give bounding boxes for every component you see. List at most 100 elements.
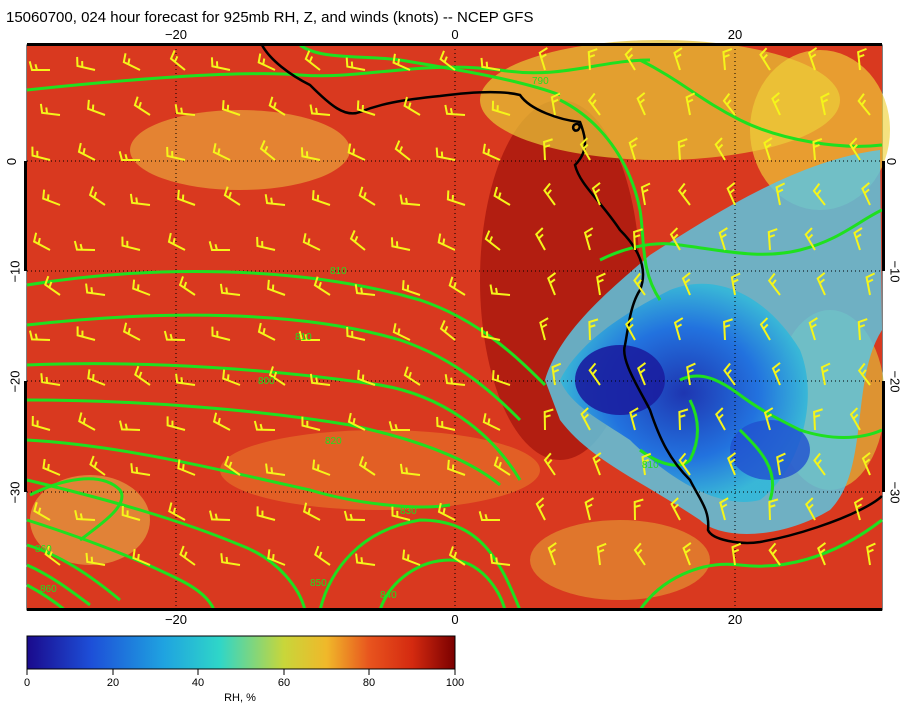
wind-barb xyxy=(312,459,331,476)
wind-barb xyxy=(28,61,50,71)
wind-barb xyxy=(539,317,549,341)
wind-barb xyxy=(722,93,736,116)
left-axis-bar xyxy=(24,161,27,271)
wind-barb xyxy=(633,228,643,251)
wind-barb xyxy=(812,138,823,161)
wind-barb xyxy=(587,48,598,71)
wind-barb xyxy=(543,452,556,476)
wind-barb xyxy=(624,47,636,71)
wind-barb xyxy=(588,318,599,341)
wind-barb xyxy=(302,502,321,521)
wind-barb xyxy=(118,151,140,161)
wind-barb xyxy=(439,50,456,71)
wind-barb xyxy=(256,236,276,251)
wind-barb xyxy=(670,497,681,521)
wind-barb xyxy=(355,553,376,566)
wind-barb xyxy=(489,553,511,566)
wind-barb xyxy=(805,497,816,521)
wind-barb xyxy=(596,272,606,296)
contour-label: 860 xyxy=(40,584,57,595)
wind-barb xyxy=(388,421,410,431)
wind-barb xyxy=(167,232,186,251)
wind-barb xyxy=(212,143,231,161)
wind-barb xyxy=(394,140,411,161)
colorbar-tick-label: 60 xyxy=(277,677,291,689)
wind-barb xyxy=(853,497,864,521)
wind-barb xyxy=(29,330,51,341)
wind-barb xyxy=(547,272,557,296)
wind-barb xyxy=(268,96,286,116)
wind-barb xyxy=(349,230,366,251)
wind-barb xyxy=(865,272,876,296)
contour-label: 830 xyxy=(400,506,417,517)
wind-barb xyxy=(309,373,331,386)
colorbar-tick-label: 80 xyxy=(362,677,376,689)
wind-barb xyxy=(685,92,696,116)
wind-barb xyxy=(723,362,736,386)
wind-barb xyxy=(87,369,106,386)
wind-barb xyxy=(313,276,331,296)
wind-barb xyxy=(74,510,96,521)
wind-barb xyxy=(731,542,742,566)
wind-barb xyxy=(491,370,511,386)
wind-barb xyxy=(390,237,411,251)
wind-barb xyxy=(480,57,501,71)
wind-barb xyxy=(437,233,456,251)
wind-barb xyxy=(358,186,376,206)
wind-barb xyxy=(482,143,501,161)
wind-barb xyxy=(88,186,106,206)
wind-barb xyxy=(76,326,96,341)
x-tick-top: 0 xyxy=(451,27,459,42)
left-axis-bar-2 xyxy=(24,381,27,492)
y-tick-right: 0 xyxy=(884,157,900,166)
wind-barb xyxy=(816,272,826,296)
wind-barb xyxy=(678,452,691,476)
wind-barb xyxy=(399,463,421,476)
wind-barb xyxy=(166,416,186,431)
wind-barb xyxy=(401,280,421,296)
wind-barb xyxy=(480,327,501,341)
wind-barb xyxy=(222,369,241,386)
wind-barb xyxy=(633,498,644,521)
top-axis-bar xyxy=(27,43,882,46)
wind-barb xyxy=(448,546,466,566)
wind-barb xyxy=(121,506,141,521)
wind-barb xyxy=(31,146,51,161)
wind-barb xyxy=(177,459,196,476)
wind-barb xyxy=(311,190,331,206)
contour-label: 850 xyxy=(310,578,327,589)
wind-barb xyxy=(714,137,726,161)
wind-barb xyxy=(439,320,456,341)
wind-barb xyxy=(346,326,366,341)
wind-barb xyxy=(447,459,466,476)
wind-barb xyxy=(813,408,823,431)
wind-barb xyxy=(42,189,61,206)
wind-barb xyxy=(771,362,781,386)
wind-barb xyxy=(633,272,646,296)
contour-label: 860 xyxy=(35,544,52,555)
wind-barb xyxy=(767,272,781,296)
wind-barb xyxy=(345,57,366,71)
wind-barb xyxy=(85,552,106,566)
wind-barb xyxy=(39,103,61,116)
wind-barb xyxy=(44,275,61,296)
wind-barb xyxy=(446,190,466,206)
contour-label: 840 xyxy=(380,590,397,601)
wind-barb xyxy=(357,369,376,386)
wind-barb xyxy=(436,416,456,431)
wind-barb xyxy=(403,96,421,116)
wind-barb xyxy=(489,284,511,296)
contour-label: 820 xyxy=(325,436,342,447)
wind-barb xyxy=(776,452,786,476)
wind-barb xyxy=(253,420,276,431)
y-tick-right: −30 xyxy=(887,481,903,504)
wind-barb xyxy=(76,56,96,71)
wind-barb xyxy=(673,47,683,71)
wind-barb xyxy=(177,189,196,206)
bottom-axis-bar xyxy=(27,608,882,611)
wind-barb xyxy=(861,182,871,206)
wind-barb xyxy=(551,362,562,386)
wind-barb xyxy=(392,323,411,341)
colorbar-tick-label: 20 xyxy=(106,677,120,689)
